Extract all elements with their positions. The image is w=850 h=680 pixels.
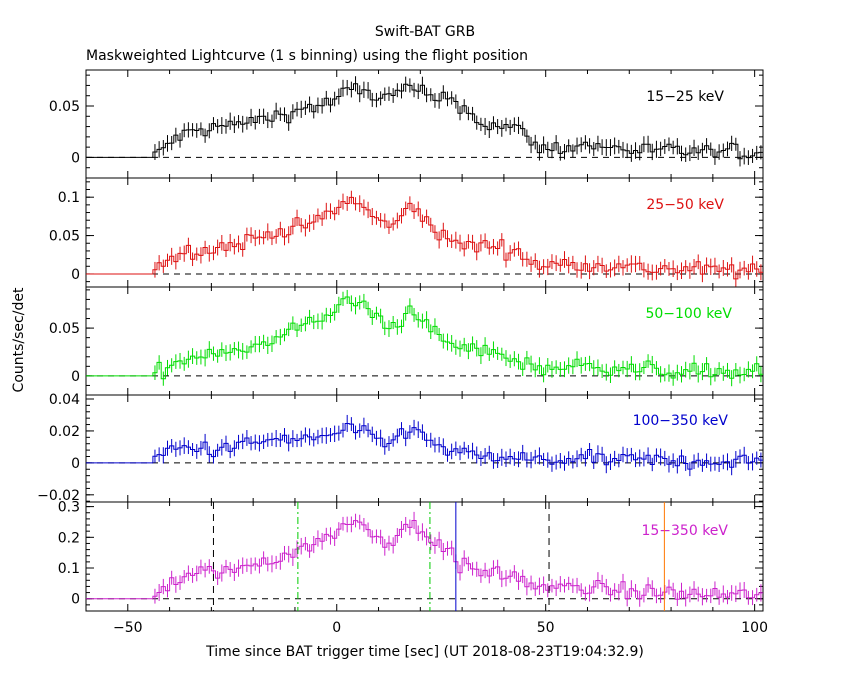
y-tick-label: 0: [71, 592, 80, 608]
y-tick-label: 0.04: [49, 392, 80, 408]
x-tick-label: 50: [537, 620, 555, 636]
x-axis-label: Time since BAT trigger time [sec] (UT 20…: [205, 644, 644, 660]
lightcurve-series: [86, 83, 763, 160]
band-label: 15−350 keV: [641, 523, 728, 539]
chart-title: Swift-BAT GRB: [375, 24, 475, 40]
y-tick-label: 0.1: [58, 561, 80, 577]
y-tick-label: 0: [71, 150, 80, 166]
y-tick-label: 0.2: [58, 530, 80, 546]
lightcurve-series: [86, 196, 763, 280]
panels-group: 0 0.05 15−25 keV 0 0.05 0.1 25−50 keV 0 0.05 50−1…: [37, 69, 768, 636]
chart-subtitle: Maskweighted Lightcurve (1 s binning) us…: [86, 48, 528, 64]
y-tick-label: 0: [71, 456, 80, 472]
y-tick-label: 0.05: [49, 99, 80, 115]
panel-frame: [85, 501, 764, 612]
lightcurve-series: [86, 520, 763, 600]
band-label: 50−100 keV: [645, 306, 732, 322]
lightcurve-series: [86, 423, 763, 470]
band-label: 15−25 keV: [646, 89, 724, 105]
band-label: 100−350 keV: [633, 413, 729, 429]
x-tick-label: 100: [741, 620, 768, 636]
y-axis-label: Counts/sec/det: [11, 287, 27, 392]
y-tick-label: 0.1: [58, 190, 80, 206]
y-tick-label: 0.3: [58, 500, 80, 516]
lightcurve-series: [86, 296, 763, 380]
y-tick-label: −0.02: [37, 488, 80, 504]
band-label: 25−50 keV: [646, 197, 724, 213]
panel-15-25-kev: 0 0.05 15−25 keV: [49, 69, 764, 179]
y-tick-label: 0: [71, 369, 80, 385]
panel-15-350-kev: 0 0.1 0.2 0.3 15−350 keV: [58, 500, 764, 612]
y-tick-label: 0.05: [49, 321, 80, 337]
x-tick-label: −50: [113, 620, 143, 636]
y-tick-label: 0.05: [49, 229, 80, 245]
y-tick-label: 0: [71, 267, 80, 283]
y-tick-label: 0.02: [49, 424, 80, 440]
x-tick-label: 0: [332, 620, 341, 636]
